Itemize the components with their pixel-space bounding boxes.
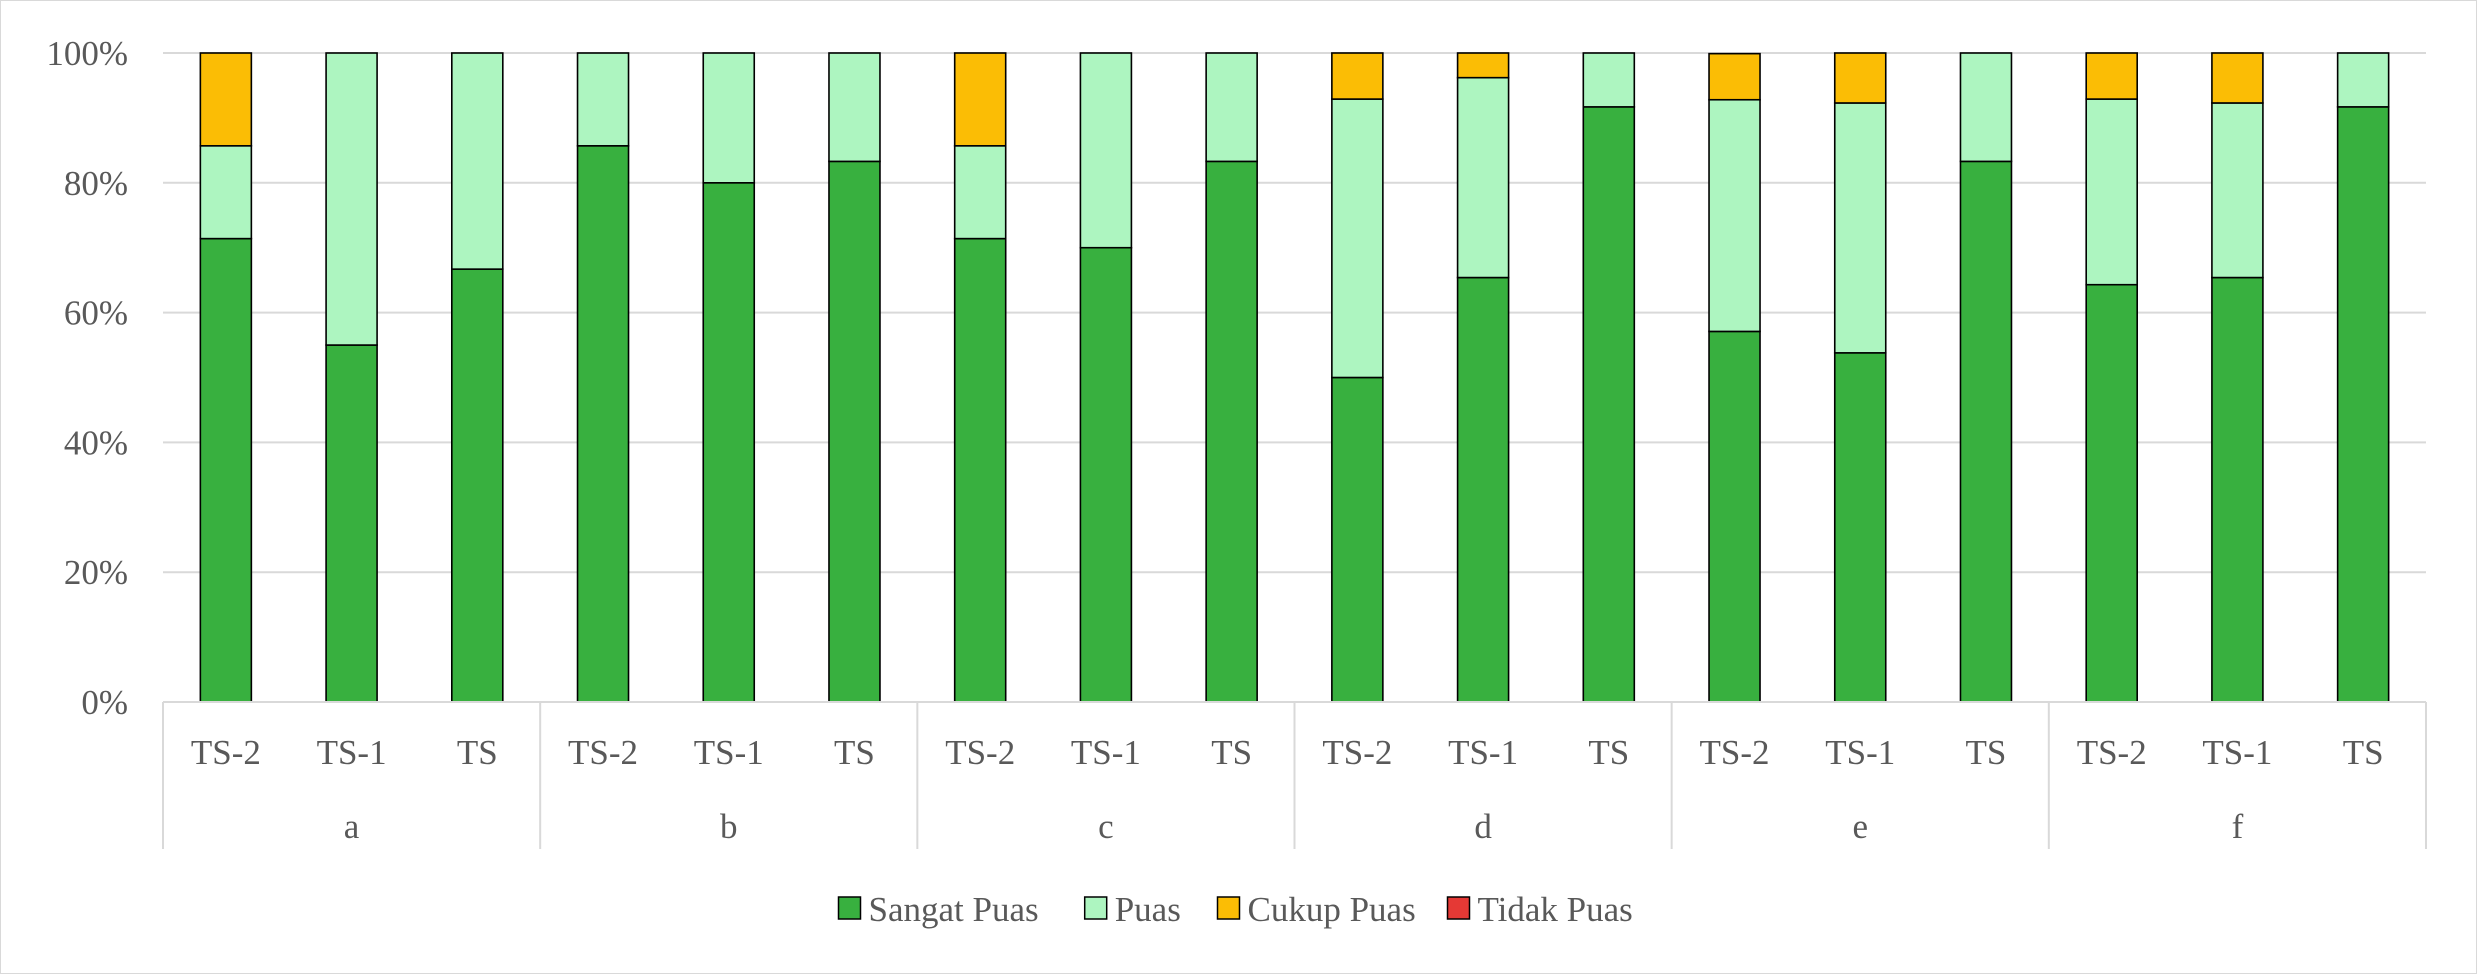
bar-segment [451,268,504,703]
bar-segment [199,145,253,240]
bar-segment [1079,246,1133,703]
bar-segment [1708,330,1761,703]
y-tick-label: 80% [64,164,128,203]
bar-segment [1079,52,1133,249]
y-tick-label: 0% [81,683,128,722]
x-tick-label: TS-1 [1071,733,1141,772]
x-axis-labels: TS-2 TS-1 TS a TS-2 TS-1 TS b TS-2 TS-1 TS c TS-2 TS-… [191,733,2384,846]
legend-label: Puas [1115,890,1181,929]
bar-segment [325,344,378,703]
bar-segment [2336,52,2390,108]
bar-segment [576,52,630,147]
bars [199,52,2390,703]
bar-segment [2085,52,2138,100]
legend: Sangat Puas Puas Cukup Puas Tidak Puas [837,890,1633,929]
legend-item: Cukup Puas [1216,890,1416,929]
bar-segment [2085,283,2138,703]
bar-segment [1331,52,1384,100]
legend-item: Puas [1083,890,1181,929]
legend-swatch [837,896,862,920]
group-label: f [2232,807,2244,846]
bar-segment [1456,276,1510,703]
bar-segment [953,237,1007,703]
bar-segment [199,52,253,147]
bar-segment [2085,98,2138,286]
legend-label: Cukup Puas [1248,890,1416,929]
bar-segment [953,145,1007,240]
bar-segment [2211,276,2264,703]
bar-segment [1959,160,2013,703]
legend-swatch [1216,896,1241,920]
bar-segment [1708,52,1761,101]
x-tick-label: TS-2 [2077,733,2147,772]
x-tick-label: TS-2 [568,733,638,772]
bar-segment [702,52,756,184]
x-tick-label: TS-2 [191,733,261,772]
bar-segment [1959,52,2013,163]
y-tick-label: 40% [64,423,128,462]
y-tick-label: 20% [64,553,128,592]
x-tick-label: TS [2343,733,2384,772]
x-tick-label: TS-1 [1825,733,1895,772]
y-tick-label: 60% [64,294,128,333]
legend-label: Tidak Puas [1478,890,1633,929]
legend-label: Sangat Puas [869,890,1039,929]
bar-segment [1331,376,1384,703]
bar-segment [2336,106,2390,703]
x-tick-label: TS [1966,733,2007,772]
bar-segment [2211,52,2264,104]
bar-segment [828,52,881,163]
x-tick-label: TS [1211,733,1252,772]
x-tick-label: TS-1 [1448,733,1518,772]
bar-segment [325,52,378,346]
bar-segment [1331,98,1384,379]
bar-segment [1833,52,1887,104]
bar-segment [1456,76,1510,279]
bar-segment [828,160,881,703]
x-tick-label: TS-1 [694,733,764,772]
x-tick-label: TS-1 [2202,733,2272,772]
group-label: d [1474,807,1492,846]
bar-segment [451,52,504,270]
x-tick-label: TS [457,733,498,772]
bar-segment [1708,98,1761,333]
x-tick-label: TS [834,733,875,772]
x-tick-label: TS-2 [945,733,1015,772]
bar-segment [1582,52,1636,108]
bar-segment [1456,52,1510,79]
legend-item: Tidak Puas [1446,890,1633,929]
x-axis [162,701,2427,849]
bar-segment [1205,160,1258,703]
group-label: c [1098,807,1114,846]
bar-segment [576,145,630,703]
legend-swatch [1446,896,1471,920]
legend-item: Sangat Puas [837,890,1039,929]
bar-segment [1833,352,1887,703]
bar-segment [1833,102,1887,354]
group-label: b [720,807,738,846]
bar-segment [1582,106,1636,703]
x-tick-label: TS-2 [1322,733,1392,772]
x-tick-label: TS-2 [1700,733,1770,772]
y-tick-label: 100% [46,34,128,73]
bar-segment [702,182,756,703]
legend-swatch [1083,896,1108,920]
bar-segment [2211,102,2264,279]
x-tick-label: TS-1 [317,733,387,772]
bar-segment [953,52,1007,147]
y-axis-ticks: 0% 20% 40% 60% 80% 100% [46,34,128,722]
group-label: e [1852,807,1868,846]
group-label: a [344,807,360,846]
x-tick-label: TS [1588,733,1629,772]
bar-segment [199,237,253,703]
bar-segment [1205,52,1258,163]
